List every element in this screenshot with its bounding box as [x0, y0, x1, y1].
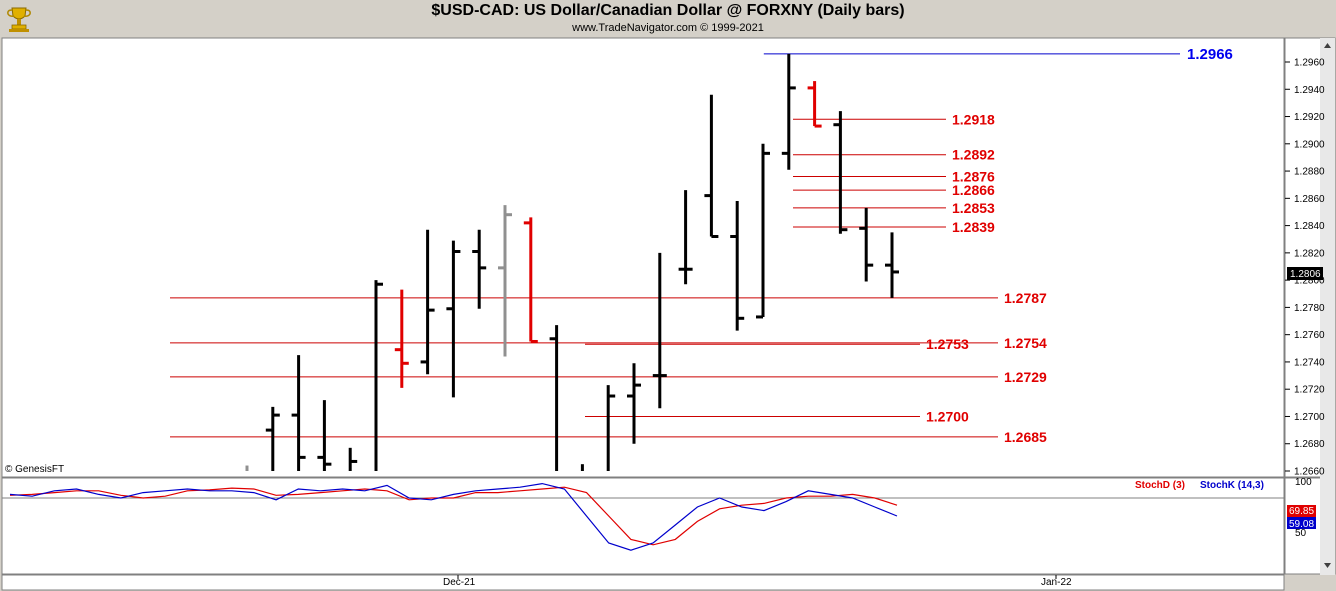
level-label: 1.2685: [1004, 429, 1047, 445]
price-tick-label: 1.2660: [1294, 467, 1325, 478]
ohlc-bar: [606, 385, 616, 471]
price-tick-label: 1.2840: [1294, 221, 1325, 232]
last-price-label: 1.2806: [1290, 269, 1321, 280]
time-tick-label: Dec-21: [443, 577, 476, 588]
price-tick-label: 1.2960: [1294, 58, 1325, 69]
stoch-d-badge: [1287, 505, 1316, 517]
ohlc-bar: [291, 355, 306, 471]
ohlc-bar: [446, 240, 461, 398]
price-tick-label: 1.2780: [1294, 303, 1325, 314]
ohlc-bar: [317, 400, 332, 471]
stochastic-pane: [1, 477, 1285, 575]
price-tick-label: 1.2860: [1294, 194, 1325, 205]
level-label: 1.2729: [1004, 369, 1047, 385]
ohlc-bar: [472, 229, 487, 309]
stochastic-lines: [2, 482, 1284, 551]
price-pane: [1, 37, 1285, 478]
level-label: 1.2918: [952, 111, 995, 127]
ohlc-bar: [265, 406, 280, 471]
price-tick-label: 1.2900: [1294, 139, 1325, 150]
last-price-badge: [1287, 267, 1323, 280]
price-tick-label: 1.2920: [1294, 112, 1325, 123]
stoch-d-last: 69.85: [1289, 506, 1314, 517]
price-tick-label: 1.2700: [1294, 412, 1325, 423]
stoch-k-badge: [1287, 517, 1316, 529]
level-label: 1.2839: [952, 219, 995, 235]
ohlc-bar: [394, 289, 409, 388]
ohlc-bar: [498, 205, 512, 357]
time-tick-label: Jan-22: [1041, 577, 1072, 588]
stoch-k-last: 59.08: [1289, 519, 1314, 530]
ohlc-bar: [781, 53, 796, 170]
ohlc-bar: [348, 447, 358, 471]
price-tick-label: 1.2800: [1294, 276, 1325, 287]
ohlc-bar: [885, 232, 899, 298]
ohlc-bars: [245, 53, 899, 471]
chart-title: $USD-CAD: US Dollar/Canadian Dollar @ FO…: [431, 2, 905, 19]
ohlc-bar: [374, 280, 383, 471]
price-tick-label: 1.2940: [1294, 85, 1325, 96]
ohlc-bar: [652, 252, 667, 409]
time-axis: [1, 574, 1285, 591]
level-label: 1.2892: [952, 147, 995, 163]
ohlc-bar: [859, 207, 874, 282]
level-label: 1.2866: [952, 182, 995, 198]
ohlc-bar: [678, 190, 693, 285]
scroll-up-arrow-icon[interactable]: [1324, 43, 1331, 48]
chart-header: $USD-CAD: US Dollar/Canadian Dollar @ FO…: [0, 0, 1336, 38]
price-tick-label: 1.2820: [1294, 248, 1325, 259]
scroll-track[interactable]: [1320, 38, 1335, 575]
watermark: © GenesisFT: [5, 464, 64, 475]
price-axis-ticks: 1.2960 1.2940 1.2920 1.2900 1.2880 1.2860 1.28…: [1285, 58, 1325, 478]
level-label: 1.2787: [1004, 290, 1047, 306]
level-label: 1.2753: [926, 336, 969, 352]
ohlc-bar: [730, 201, 745, 331]
scroll-down-arrow-icon[interactable]: [1324, 563, 1331, 568]
level-label: 1.2700: [926, 408, 969, 424]
stoch-series-line: [9, 486, 898, 546]
price-tick-label: 1.2760: [1294, 330, 1325, 341]
chart-subtitle: www.TradeNavigator.com © 1999-2021: [572, 22, 764, 34]
ohlc-bar: [523, 217, 538, 343]
ohlc-bar: [549, 325, 559, 471]
level-label: 1.2876: [952, 169, 995, 185]
price-tick-label: 1.2880: [1294, 167, 1325, 178]
stoch-axis-100: 100: [1295, 477, 1312, 488]
ohlc-bar: [756, 143, 770, 319]
ohlc-bar: [833, 111, 848, 234]
price-tick-label: 1.2740: [1294, 357, 1325, 368]
price-tick-label: 1.2680: [1294, 439, 1325, 450]
stoch-axis-50: 50: [1295, 528, 1307, 539]
level-label: 1.2853: [952, 200, 995, 216]
trophy-logo-icon: [7, 7, 31, 32]
stoch-k-legend: StochK (14,3): [1200, 480, 1264, 491]
ohlc-bar: [627, 363, 641, 444]
ohlc-bar: [704, 94, 719, 239]
stoch-d-legend: StochD (3): [1135, 480, 1185, 491]
ohlc-bar: [807, 81, 822, 128]
time-axis-labels: Dec-21 Jan-22: [443, 575, 1072, 588]
level-label: 1.2754: [1004, 335, 1047, 351]
stoch-series-line: [9, 482, 898, 551]
price-tick-label: 1.2720: [1294, 385, 1325, 396]
high-level-label: 1.2966: [1187, 46, 1233, 63]
ohlc-bar: [420, 229, 435, 375]
